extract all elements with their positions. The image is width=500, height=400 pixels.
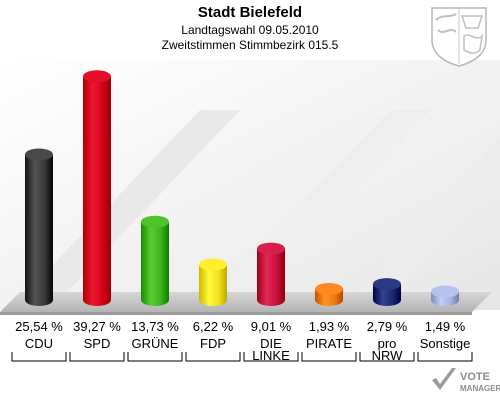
category-bracket bbox=[127, 352, 183, 362]
category-label: pro bbox=[378, 336, 397, 351]
labels-layer: 25,54 % CDU 39,27 % SPD 13,73 % GRÜNE 6,22 % FD… bbox=[11, 319, 473, 363]
watermark-line-2: MANAGER bbox=[460, 384, 500, 393]
bar bbox=[257, 242, 285, 306]
value-label: 2,79 % bbox=[367, 319, 408, 334]
bar bbox=[431, 285, 459, 306]
bar-top bbox=[431, 285, 459, 298]
bar-body bbox=[199, 264, 227, 306]
category-bracket bbox=[69, 352, 125, 362]
watermark-line-1: VOTE bbox=[460, 371, 490, 383]
value-label: 25,54 % bbox=[15, 319, 63, 334]
bar-top bbox=[315, 283, 343, 296]
bar-body bbox=[141, 221, 169, 306]
category-bracket bbox=[243, 352, 299, 362]
bar-top bbox=[199, 258, 227, 271]
category-label: PIRATE bbox=[306, 336, 352, 351]
value-label: 6,22 % bbox=[193, 319, 234, 334]
value-label: 1,49 % bbox=[425, 319, 466, 334]
category-label: LINKE bbox=[252, 348, 290, 363]
category-label: FDP bbox=[200, 336, 226, 351]
chart-subtitle-line-2: Zweitstimmen Stimmbezirk 015.5 bbox=[162, 38, 339, 52]
chart-title: Stadt Bielefeld bbox=[198, 4, 302, 21]
bar bbox=[25, 148, 53, 306]
bar bbox=[141, 215, 169, 306]
chart-subtitle-line-1: Landtagswahl 09.05.2010 bbox=[181, 23, 319, 37]
chart-floor-front bbox=[0, 312, 472, 315]
checkmark-icon bbox=[432, 368, 456, 390]
bars-layer bbox=[25, 70, 459, 307]
category-bracket bbox=[301, 352, 357, 362]
category-label: DIE bbox=[260, 336, 282, 351]
bar bbox=[373, 278, 401, 306]
value-label: 1,93 % bbox=[309, 319, 350, 334]
chart-floor bbox=[0, 292, 492, 312]
category-label: Sonstige bbox=[420, 336, 471, 351]
category-bracket bbox=[11, 352, 67, 362]
bar-top bbox=[83, 70, 111, 83]
bar-body bbox=[373, 284, 401, 306]
bar-top bbox=[141, 215, 169, 228]
category-label: GRÜNE bbox=[132, 336, 179, 351]
bar-body bbox=[83, 76, 111, 307]
bar bbox=[315, 283, 343, 306]
bar bbox=[83, 70, 111, 307]
vote-manager-watermark: VOTE MANAGER bbox=[432, 368, 500, 393]
category-bracket bbox=[185, 352, 241, 362]
bar-top bbox=[25, 148, 53, 161]
bar bbox=[199, 258, 227, 306]
value-label: 9,01 % bbox=[251, 319, 292, 334]
nrw-crest-icon bbox=[431, 7, 487, 67]
category-label: CDU bbox=[25, 336, 53, 351]
chart-background bbox=[0, 60, 500, 310]
bar-body bbox=[257, 248, 285, 306]
value-label: 13,73 % bbox=[131, 319, 179, 334]
value-label: 39,27 % bbox=[73, 319, 121, 334]
bar-top bbox=[257, 242, 285, 255]
category-bracket bbox=[417, 352, 473, 362]
bar-top bbox=[373, 278, 401, 291]
category-label: SPD bbox=[84, 336, 111, 351]
category-label: NRW bbox=[372, 348, 404, 363]
category-bracket bbox=[359, 352, 415, 362]
bar-body bbox=[25, 154, 53, 306]
